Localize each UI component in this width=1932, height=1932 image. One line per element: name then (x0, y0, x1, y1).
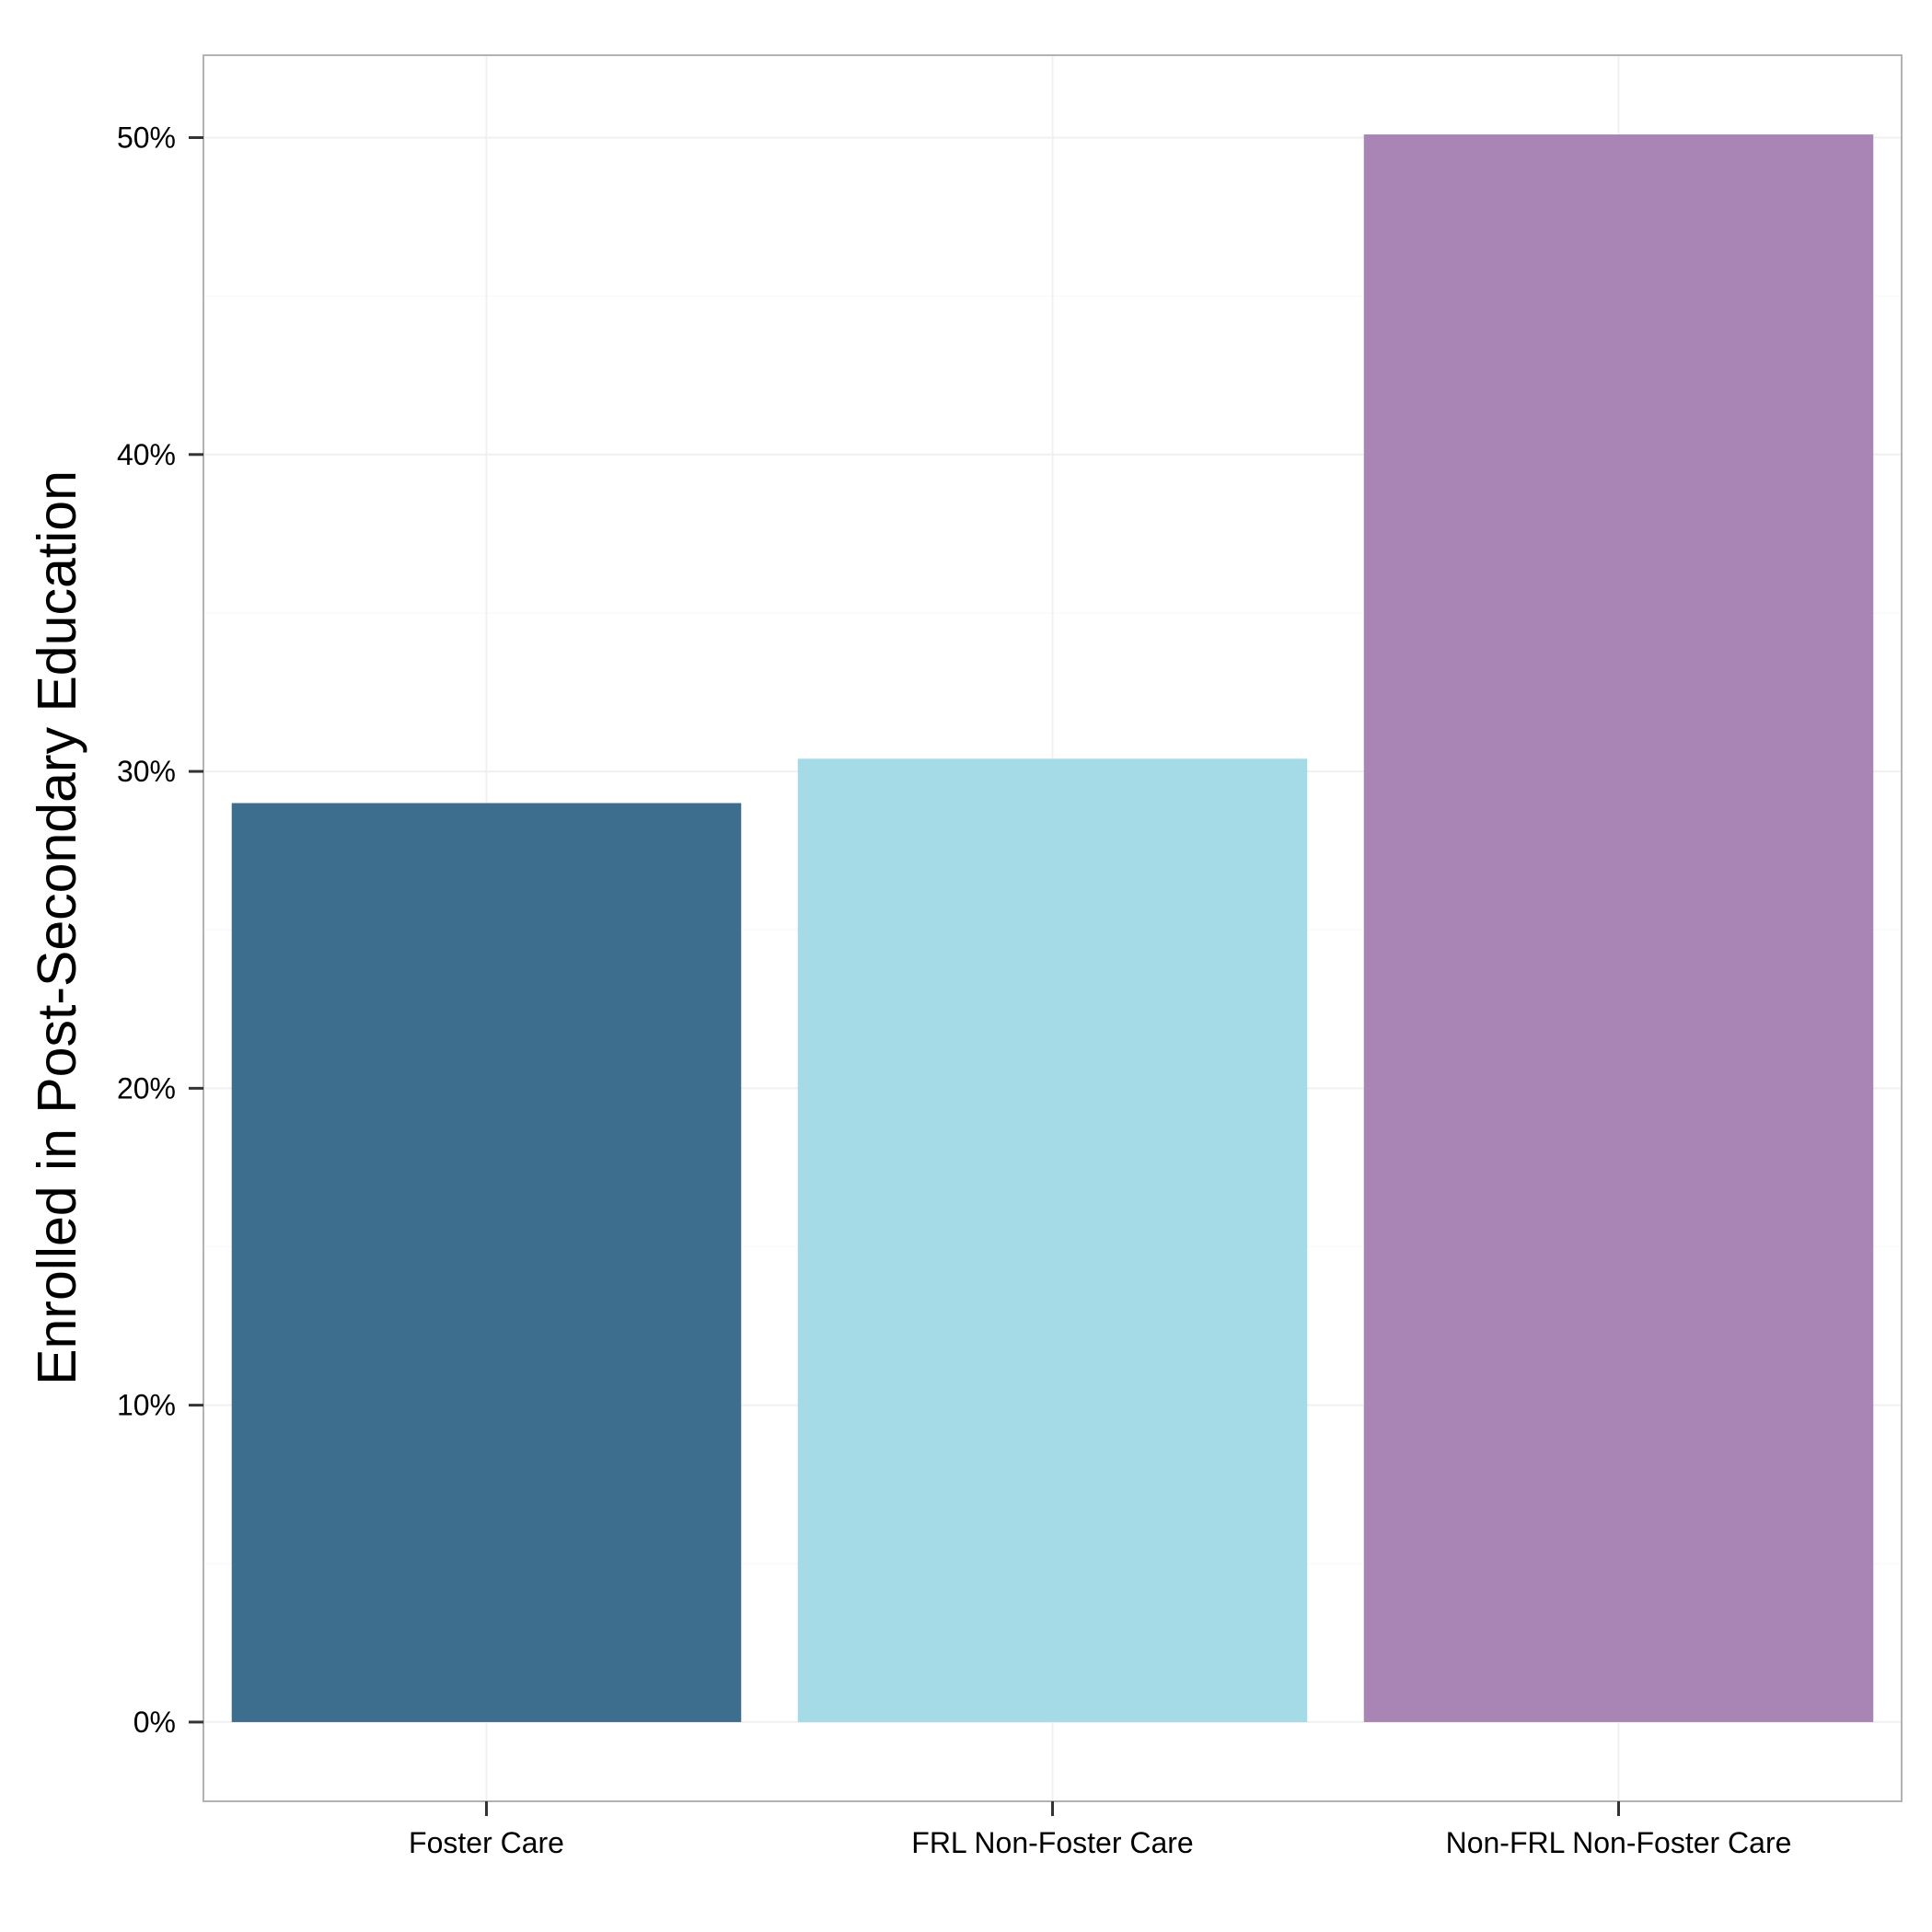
y-tick-label: 0% (133, 1706, 176, 1739)
y-tick-label: 40% (117, 438, 176, 471)
bar (231, 803, 742, 1722)
y-tick-label: 20% (117, 1071, 176, 1105)
bar (1363, 134, 1874, 1722)
axes: 0% 10% 20% 30% 40% 50% Foster Care FRL Non-Fost… (117, 121, 1791, 1859)
bars (231, 134, 1874, 1722)
y-tick-label: 30% (117, 755, 176, 788)
x-tick-label: FRL Non-Foster Care (911, 1826, 1193, 1859)
y-tick-label: 10% (117, 1389, 176, 1422)
bar (797, 758, 1308, 1722)
y-axis-title: Enrolled in Post-Secondary Education (27, 470, 87, 1385)
y-tick-label: 50% (117, 121, 176, 155)
x-tick-label: Foster Care (409, 1826, 564, 1859)
x-tick-label: Non-FRL Non-Foster Care (1446, 1826, 1792, 1859)
